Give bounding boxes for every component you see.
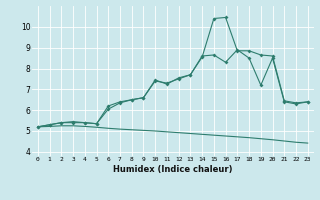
X-axis label: Humidex (Indice chaleur): Humidex (Indice chaleur) <box>113 165 233 174</box>
